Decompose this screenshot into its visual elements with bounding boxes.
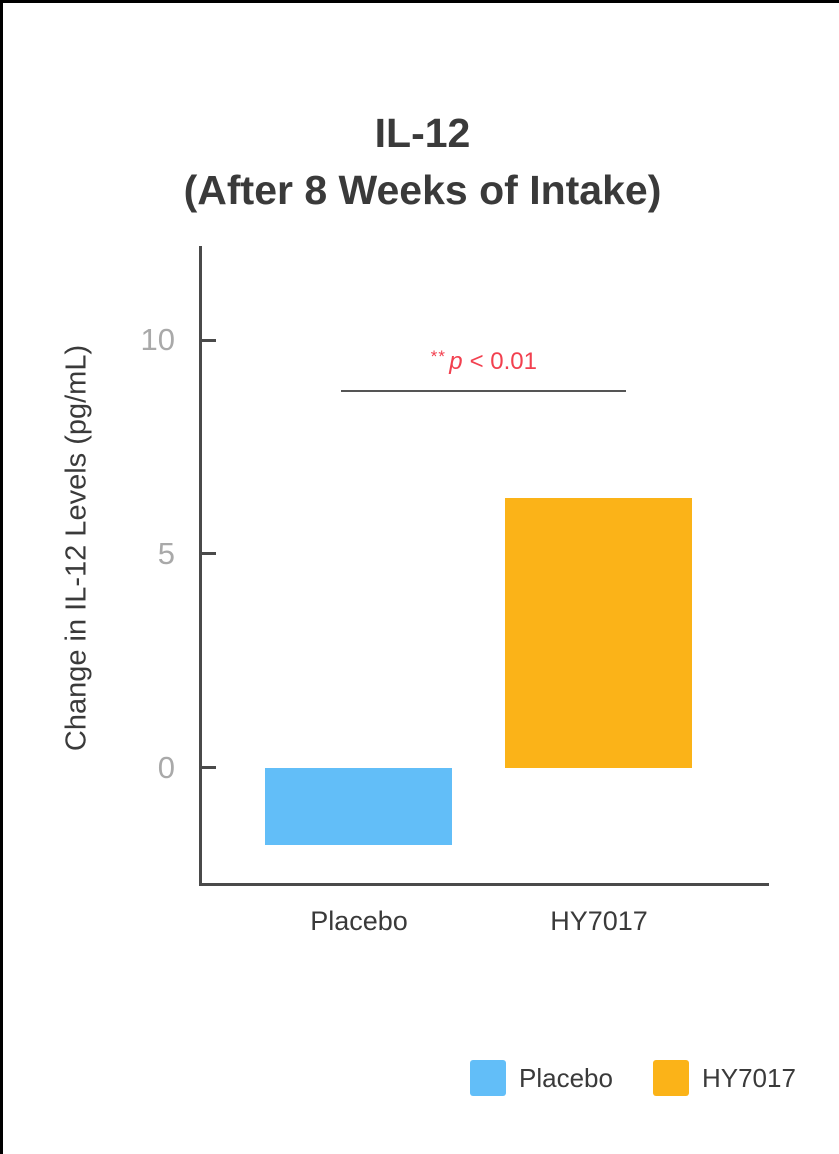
- y-tick-mark: [199, 338, 216, 342]
- chart-title-line1: IL-12: [374, 110, 471, 156]
- significance-annotation: ** p < 0.01: [341, 342, 626, 392]
- y-tick-mark: [199, 766, 216, 770]
- legend: Placebo HY7017: [470, 1060, 796, 1096]
- chart-title-line2: (After 8 Weeks of Intake): [183, 167, 662, 213]
- legend-item-placebo: Placebo: [470, 1060, 613, 1096]
- legend-label: Placebo: [519, 1062, 613, 1093]
- plot-area: 0 5 10 ** p < 0.01 Placebo HY7017: [141, 246, 766, 936]
- x-axis-label-hy7017: HY7017: [550, 906, 648, 936]
- y-tick-label: 5: [157, 535, 175, 571]
- y-axis-title: Change in IL-12 Levels (pg/mL): [60, 344, 93, 752]
- significance-line: [341, 390, 626, 392]
- legend-item-hy7017: HY7017: [652, 1060, 796, 1096]
- y-axis-line: [199, 246, 202, 886]
- bar-placebo: [265, 767, 453, 845]
- x-axis-line: [199, 883, 769, 886]
- significance-comparison: < 0.01: [469, 348, 537, 375]
- chart-title: IL-12 (After 8 Weeks of Intake): [3, 105, 839, 219]
- y-tick-mark: [199, 552, 216, 556]
- significance-stars: **: [430, 347, 446, 366]
- bar-hy7017: [505, 498, 693, 768]
- significance-p-symbol: p: [449, 348, 463, 375]
- legend-swatch-icon: [470, 1060, 506, 1096]
- legend-swatch-icon: [652, 1060, 689, 1096]
- x-axis-label-placebo: Placebo: [310, 906, 408, 936]
- y-tick-label: 10: [140, 322, 175, 358]
- legend-label: HY7017: [701, 1062, 796, 1093]
- significance-label: ** p < 0.01: [341, 342, 626, 377]
- y-tick-label: 0: [157, 749, 175, 785]
